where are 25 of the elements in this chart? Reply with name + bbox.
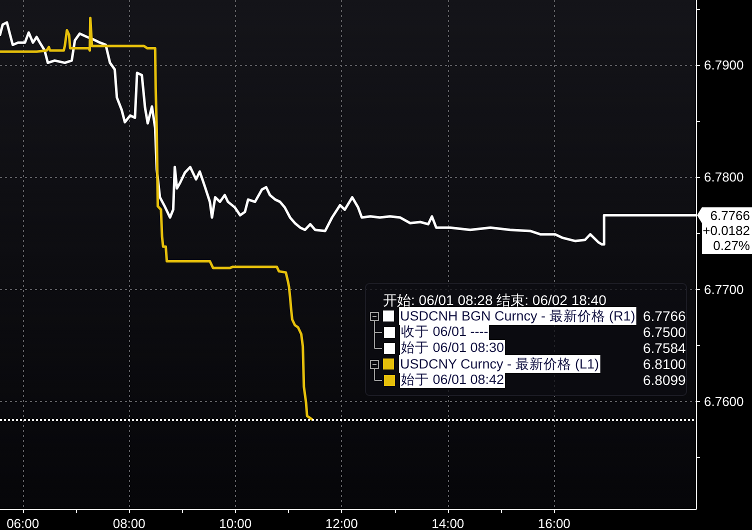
y-tick-label: 6.7900 (704, 58, 744, 73)
text: +0.0182 (702, 223, 750, 238)
x-tick-label: 08:00 (112, 516, 146, 530)
y-tick-label: 6.7700 (704, 282, 744, 297)
text: 0.27% (712, 238, 750, 254)
x-tick-label: 14:00 (432, 516, 464, 530)
legend-label: USDCNY Curncy - 最新价格 (L1) (400, 356, 600, 372)
x-tick-label: 16:00 (538, 516, 570, 530)
line-series (0, 16, 314, 421)
annotation: 始于 06/01 08:30 (400, 340, 506, 356)
annotation: 6.7500 (643, 324, 686, 340)
annotation: 开始: 06/01 08:28 结束: 06/02 18:40 (383, 292, 606, 308)
y-tick-label: 6.7800 (704, 170, 744, 185)
legend-label: USDCNH BGN Curncy - 最新价格 (R1) (400, 308, 636, 324)
text: 6.7766 (709, 208, 750, 224)
annotation: 始于 06/01 08:42 (400, 372, 506, 388)
annotation: 6.7766 (643, 308, 686, 324)
annotation: 6.8100 (643, 356, 686, 372)
x-tick-label: 10:00 (219, 516, 252, 530)
annotation: 收于 06/01 ---- (400, 324, 490, 340)
y-tick-label: 6.7600 (704, 394, 744, 409)
annotation: 6.7584 (643, 340, 686, 356)
annotation: 6.8099 (643, 372, 686, 388)
x-tick-label: 06:00 (6, 516, 40, 530)
x-tick-label: 12:00 (325, 516, 358, 530)
